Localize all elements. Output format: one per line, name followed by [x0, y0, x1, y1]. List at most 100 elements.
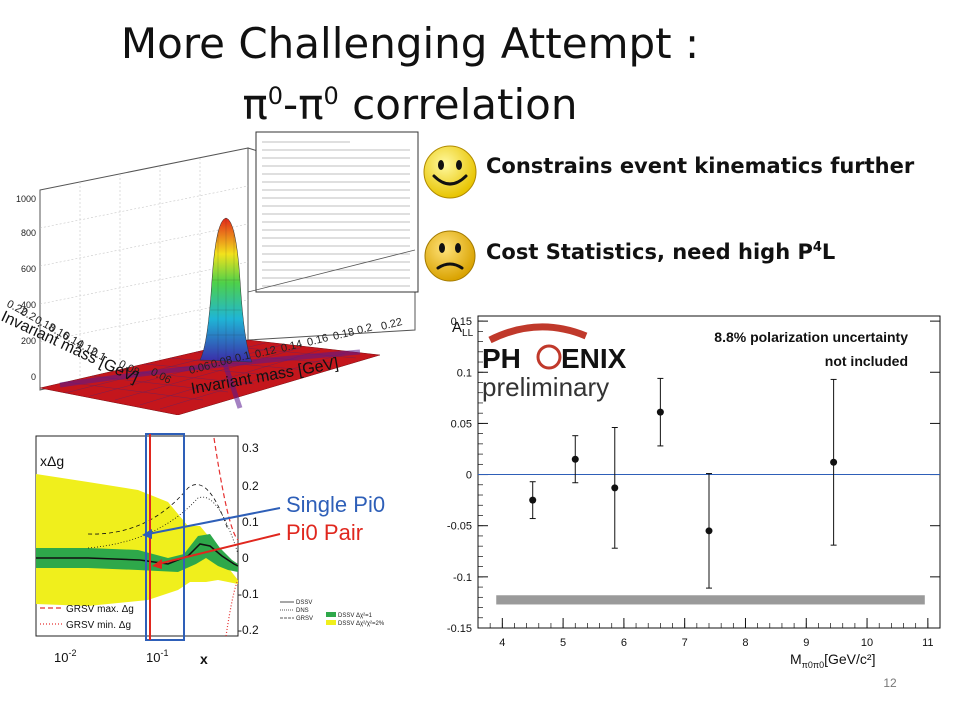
phenix-logo-left: PH [482, 343, 521, 374]
z-tick: 200 [21, 336, 36, 346]
all-x-tick-label: 5 [560, 637, 566, 649]
phenix-logo-ring [536, 344, 562, 370]
surface-stats-box [255, 131, 419, 293]
theory-plot: Single Pi0 Pi0 Pair 0.3 0.2 0.1 0 -0.1 -… [35, 433, 385, 667]
x-tick: 0.08 [210, 354, 234, 371]
legend-dssv-chi2: DSSV Δχ²/χ²=2% [338, 621, 385, 627]
bullet-sad-text-pre: Cost Statistics, need high P [486, 240, 813, 264]
all-x-tick-label: 11 [922, 637, 933, 649]
surface-y-axis-title: Invariant mass [GeV] [0, 308, 141, 387]
all-data-point [529, 496, 537, 504]
theory-grsv-line [87, 484, 229, 535]
page-number: 12 [883, 676, 897, 690]
bullet-sad-sup: 4 [812, 240, 822, 255]
legend-dssv: DSSV [296, 600, 312, 606]
surface-peak-mesh [206, 218, 247, 362]
z-tick: 800 [21, 228, 36, 238]
sad-smiley-icon [424, 230, 476, 282]
all-x-tick-label: 6 [621, 637, 627, 649]
surface-box-edge [247, 249, 416, 293]
slide-title-line2: π0-π0 correlation [0, 70, 820, 131]
all-data-point [705, 527, 713, 535]
pi0-pair-arrowhead [152, 559, 162, 569]
all-x-tick-label: 9 [803, 637, 809, 649]
surface-plot: 1000 800 600 400 200 0 [16, 131, 419, 415]
all-y-tick-label: -0.15 [447, 623, 472, 635]
theory-grsv-max-line [213, 437, 239, 541]
theory-green-band [36, 534, 238, 572]
legend-grsv: GRSV [296, 616, 313, 622]
single-pi0-label: Single Pi0 [286, 492, 385, 517]
bullet-sad-text-post: L [821, 240, 836, 264]
surface-stats-lines [262, 141, 410, 287]
all-data-point [656, 408, 664, 416]
pi-symbol-2: π [298, 80, 324, 129]
pi0-pair-label: Pi0 Pair [286, 520, 363, 545]
all-chart: 0.150.10.050-0.05-0.1-0.154 5 6 7 8 9 10 11 ALL… [447, 315, 941, 670]
all-x-tick-label: 4 [499, 637, 505, 649]
bullet-happy-text: Constrains event kinematics further [486, 154, 915, 178]
all-data-point [571, 455, 579, 463]
theory-y-tick: 0 [242, 551, 249, 565]
legend-grsv-min: GRSV min. Δg [66, 620, 131, 631]
all-annotation-line1: 8.8% polarization uncertainty [714, 329, 908, 345]
single-pi0-box [145, 433, 185, 641]
all-x-tick-label: 10 [861, 637, 873, 649]
theory-y-tick: 0.2 [242, 479, 259, 493]
phenix-logo-right: ENIX [561, 343, 627, 374]
z-tick: 600 [21, 264, 36, 274]
x-tick: 0.06 [188, 360, 212, 377]
pi-symbol: π [242, 80, 268, 129]
all-y-tick-label: -0.05 [447, 521, 472, 533]
theory-y-ticks: 0.3 0.2 0.1 0 -0.1 -0.2 [238, 441, 259, 637]
theory-y-tick: 0.1 [242, 515, 259, 529]
theory-dssv-line [36, 543, 239, 567]
single-pi0-arrow [147, 507, 281, 535]
single-pi0-arrowhead [142, 529, 152, 539]
x-tick: 0.2 [356, 322, 374, 337]
surface-x-ticks: 0.06 0.08 0.1 0.12 0.14 0.16 0.18 0.2 0.… [188, 316, 404, 377]
theory-ylabel: xΔg [40, 453, 64, 469]
all-chart-marks [478, 377, 940, 605]
phenix-preliminary: preliminary [482, 372, 609, 402]
theory-y-tick: -0.1 [238, 587, 259, 601]
x-tick: 0.14 [280, 338, 304, 355]
legend-grsv-max: GRSV max. Δg [66, 604, 134, 615]
all-data-point [830, 458, 838, 466]
all-y-tick-label: 0.1 [457, 367, 472, 379]
x-tick: 0.12 [254, 344, 278, 361]
x-tick: 0.16 [306, 332, 330, 349]
pi-superscript: 0 [267, 82, 284, 110]
theory-yellow-band [36, 474, 238, 606]
title-dash: - [283, 80, 299, 129]
all-x-tick-label: 7 [682, 637, 688, 649]
all-y-tick-label: 0.05 [451, 418, 472, 430]
pi0-pair-arrow [157, 533, 281, 565]
theory-x-tick-right: 10-1 [146, 648, 168, 665]
surface-axes: 0.22 0.2 0.18 0.16 0.14 0.12 0.1 0.08 0.… [0, 298, 404, 398]
all-annotation-line2: not included [825, 353, 908, 369]
title-word: correlation [352, 80, 578, 129]
surface-z-ticks: 1000 800 600 400 200 0 [16, 194, 36, 382]
theory-xlabel: x [200, 651, 208, 667]
z-tick: 1000 [16, 194, 36, 204]
theory-y-tick: -0.2 [238, 623, 259, 637]
theory-y-tick: 0.3 [242, 441, 259, 455]
surface-ridge-a [59, 349, 361, 388]
surface-y-ticks: 0.22 0.2 0.18 0.16 0.14 0.12 0.1 0.08 0.… [5, 298, 174, 387]
happy-smiley-icon [423, 145, 477, 199]
bullet-happy: Constrains event kinematics further [420, 140, 960, 200]
phenix-logo-swoosh [488, 323, 588, 344]
all-data-point [611, 484, 619, 492]
x-tick: 0.22 [380, 316, 404, 333]
theory-dns-line [87, 496, 239, 555]
all-y-tick-label: 0.15 [451, 316, 472, 328]
slide-title-line1: More Challenging Attempt : [120, 19, 700, 68]
y-tick: 0.06 [149, 366, 174, 387]
bullet-sad-text: Cost Statistics, need high P4L [486, 240, 835, 264]
z-tick: 400 [21, 300, 36, 310]
theory-legend-right: DSSV DNS GRSV DSSV Δχ²=1 DSSV Δχ²/χ²=2% [280, 600, 385, 627]
x-tick: 0.1 [234, 350, 252, 365]
all-systematic-band [496, 595, 925, 605]
pi-superscript-2: 0 [323, 82, 339, 110]
